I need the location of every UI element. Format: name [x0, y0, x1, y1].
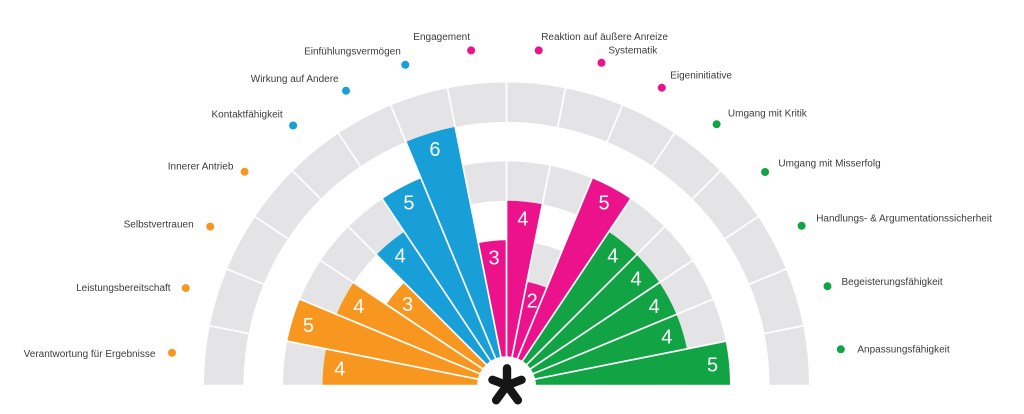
svg-text:4: 4	[630, 269, 641, 291]
svg-text:5: 5	[707, 355, 718, 377]
svg-text:5: 5	[303, 315, 314, 337]
svg-text:6: 6	[429, 139, 440, 161]
svg-text:2: 2	[527, 290, 538, 312]
svg-text:3: 3	[402, 294, 413, 316]
svg-text:4: 4	[395, 246, 406, 268]
svg-text:Einfühlungsvermögen: Einfühlungsvermögen	[304, 46, 401, 57]
svg-text:4: 4	[517, 208, 528, 230]
svg-text:5: 5	[403, 192, 414, 214]
svg-text:4: 4	[353, 296, 364, 318]
svg-text:4: 4	[649, 296, 660, 318]
svg-text:Handlungs- & Argumentationssic: Handlungs- & Argumentationssicherheit	[816, 214, 992, 225]
svg-text:4: 4	[661, 326, 672, 348]
svg-text:Reaktion auf äußere Anreize: Reaktion auf äußere Anreize	[541, 32, 668, 43]
svg-text:4: 4	[334, 359, 345, 381]
svg-text:Kontaktfähigkeit: Kontaktfähigkeit	[212, 110, 283, 121]
svg-text:Systematik: Systematik	[608, 45, 658, 56]
svg-text:Wirkung auf Andere: Wirkung auf Andere	[251, 74, 339, 85]
svg-text:Begeisterungsfähigkeit: Begeisterungsfähigkeit	[842, 277, 943, 288]
svg-text:Umgang mit Kritik: Umgang mit Kritik	[728, 109, 808, 120]
svg-text:3: 3	[488, 248, 499, 270]
svg-text:4: 4	[607, 246, 618, 268]
svg-text:Selbstvertrauen: Selbstvertrauen	[124, 220, 194, 231]
svg-text:Umgang mit Misserfolg: Umgang mit Misserfolg	[778, 159, 880, 170]
svg-text:Innerer Antrieb: Innerer Antrieb	[168, 161, 234, 172]
svg-text:Verantwortung für Ergebnisse: Verantwortung für Ergebnisse	[24, 349, 156, 360]
svg-text:Anpassungsfähigkeit: Anpassungsfähigkeit	[857, 345, 950, 356]
svg-text:Leistungsbereitschaft: Leistungsbereitschaft	[76, 283, 171, 294]
svg-text:Engagement: Engagement	[413, 32, 470, 43]
svg-text:5: 5	[599, 192, 610, 214]
svg-text:Eigeninitiative: Eigeninitiative	[670, 70, 732, 81]
